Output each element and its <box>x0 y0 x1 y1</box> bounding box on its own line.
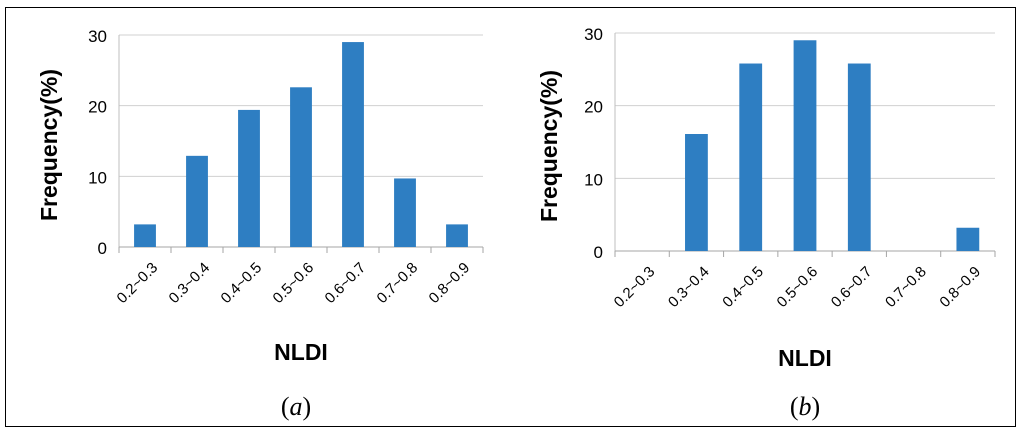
chart-a-bar <box>394 178 416 247</box>
chart-b-y-title: Frequency(%) <box>536 70 562 222</box>
chart-a-ytick-label: 20 <box>88 98 107 117</box>
chart-a-bar <box>134 224 156 247</box>
chart-a-bar <box>186 155 208 247</box>
chart-a-bar <box>342 42 364 247</box>
chart-a-ytick-label: 30 <box>88 27 107 46</box>
chart-a-y-title: Frequency(%) <box>36 69 62 221</box>
chart-a-xtick-label: 0.5~0.6 <box>270 259 318 307</box>
chart-b-xtick-label: 0.3~0.4 <box>665 263 713 311</box>
chart-b-ytick-label: 0 <box>594 243 603 262</box>
chart-b-xtick-label: 0.6~0.7 <box>828 263 876 311</box>
chart-b-xtick-label: 0.2~0.3 <box>611 263 659 311</box>
chart-b-bar <box>847 63 871 251</box>
chart-b-bar <box>793 40 817 252</box>
chart-a-bar <box>290 87 312 247</box>
chart-a-xtick-label: 0.2~0.3 <box>114 259 162 307</box>
chart-b-xtick-label: 0.5~0.6 <box>774 263 822 311</box>
chart-a-bar <box>446 224 468 247</box>
figure-frame <box>5 7 1016 427</box>
chart-b-xtick-label: 0.8~0.9 <box>936 263 984 311</box>
chart-a-xtick-label: 0.8~0.9 <box>426 259 474 307</box>
caption-b: (b) <box>789 392 821 421</box>
chart-a-xtick-label: 0.3~0.4 <box>166 259 214 307</box>
caption-a-label: a <box>289 392 303 421</box>
chart-b-bar <box>685 134 708 251</box>
chart-a-xtick-label: 0.4~0.5 <box>218 259 266 307</box>
chart-a-x-title: NLDI <box>274 339 328 365</box>
chart-a-bar <box>238 109 260 247</box>
chart-a-ytick-label: 10 <box>88 168 107 187</box>
chart-b-xtick-label: 0.4~0.5 <box>719 263 767 311</box>
chart-b-xtick-label: 0.7~0.8 <box>882 263 930 311</box>
caption-a: (a) <box>280 392 312 421</box>
chart-a-xtick-label: 0.6~0.7 <box>322 259 370 307</box>
chart-b-ytick-label: 20 <box>584 98 603 117</box>
chart-b-x-title: NLDI <box>778 345 832 371</box>
chart-b-ytick-label: 10 <box>584 170 603 189</box>
chart-a-ytick-label: 0 <box>98 239 107 258</box>
chart-b-bar <box>739 63 763 251</box>
chart-a-xtick-label: 0.7~0.8 <box>374 259 422 307</box>
chart-b-bar <box>956 227 980 251</box>
caption-b-label: b <box>798 392 812 421</box>
chart-b-ytick-label: 30 <box>584 25 603 44</box>
